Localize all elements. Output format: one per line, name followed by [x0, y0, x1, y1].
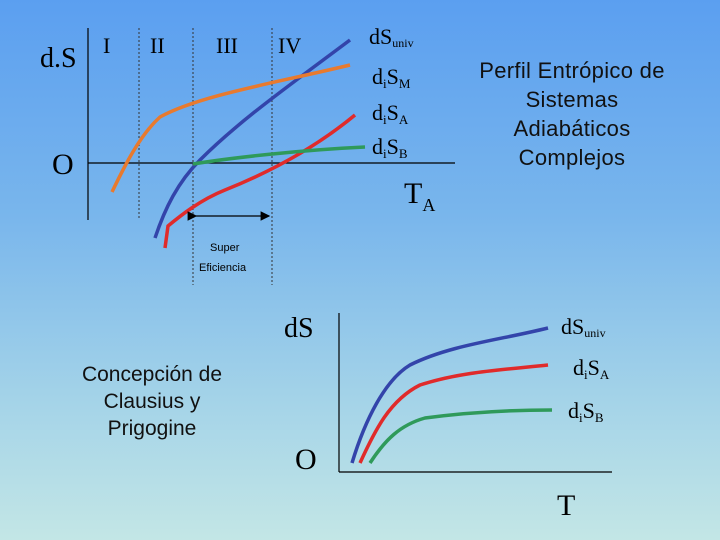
slide-title: Perfil Entrópico de Sistemas Adiabáticos… [452, 56, 692, 172]
label-dism: diSM [372, 64, 411, 91]
top-x-axis-label: TA [404, 177, 435, 215]
caption-line: Clausius y [103, 390, 201, 413]
region-label-iv: IV [278, 33, 301, 58]
region-label-ii: II [150, 33, 165, 58]
bottom-origin-label: O [295, 443, 317, 476]
region-label-iii: III [216, 33, 238, 58]
super-label: Super [210, 242, 240, 254]
top-y-axis-label: d.S [40, 43, 77, 74]
slide-caption: Concepción de Clausius y Prigogine [52, 361, 252, 442]
caption-line: Prigogine [107, 417, 197, 440]
top-origin-label: O [52, 148, 74, 181]
curve-dsuniv-bottom [350, 326, 549, 464]
bottom-x-axis-label: T [557, 489, 575, 522]
curve-disa [163, 113, 357, 249]
title-line: Adiabáticos [513, 116, 631, 141]
eficiencia-label: Eficiencia [199, 262, 247, 274]
curve-disa-bottom [358, 363, 549, 464]
label-dsuniv-bottom: dSuniv [561, 314, 606, 340]
label-disa: diSA [372, 100, 409, 127]
label-disb: diSB [372, 134, 408, 161]
title-line: Complejos [518, 145, 626, 170]
curve-disb-bottom [368, 408, 553, 464]
label-dsuniv: dSuniv [369, 24, 414, 50]
bottom-diagram: dS O T dSuniv diSA diSB [284, 313, 612, 522]
bottom-y-axis-label: dS [284, 313, 314, 344]
curve-dism [110, 63, 351, 193]
region-label-i: I [103, 33, 110, 58]
curve-disb [192, 145, 366, 166]
label-disa-bottom: diSA [573, 355, 610, 382]
label-disb-bottom: diSB [568, 398, 604, 425]
top-diagram: d.S O I II III IV dSuniv diSM diSA diSB … [40, 24, 455, 285]
title-line: Sistemas [525, 87, 619, 112]
caption-line: Concepción de [81, 363, 223, 386]
title-line: Perfil Entrópico de [479, 58, 665, 83]
